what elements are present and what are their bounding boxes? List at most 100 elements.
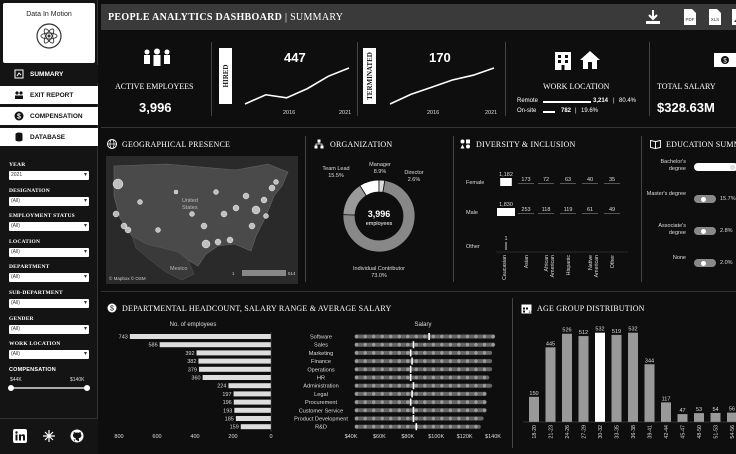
org-slice-individual-contributor[interactable] <box>342 180 416 253</box>
education-bar[interactable] <box>694 259 716 267</box>
age-bar[interactable] <box>578 336 589 422</box>
slider-handle-max[interactable] <box>84 385 90 391</box>
map-location-dot[interactable] <box>260 196 268 204</box>
diversity-cell[interactable] <box>518 183 534 184</box>
map-location-dot[interactable] <box>201 239 211 249</box>
filter-select-location[interactable]: (All) <box>9 247 89 257</box>
age-chart[interactable]: 150 18-20 445 21-23 526 24-26 512 27-29 532 30-32… <box>515 320 736 454</box>
nav-compensation[interactable]: $ COMPENSATION <box>0 107 98 125</box>
age-bar[interactable] <box>529 396 539 422</box>
map-location-dot[interactable] <box>124 226 132 234</box>
map-location-dot[interactable] <box>137 199 143 205</box>
avg-salary-marker[interactable] <box>428 333 430 340</box>
education-bar[interactable] <box>694 227 716 235</box>
dept-headcount-bar[interactable] <box>234 407 271 413</box>
age-bar[interactable] <box>727 412 736 422</box>
slider-handle-min[interactable] <box>8 385 14 391</box>
nav-summary[interactable]: SUMMARY <box>0 65 98 83</box>
filter-select-employment-status[interactable]: (All) <box>9 222 89 232</box>
map-location-dot[interactable] <box>273 179 279 185</box>
age-bar[interactable] <box>710 412 721 422</box>
age-bar[interactable] <box>562 333 572 422</box>
linkedin-icon[interactable] <box>13 429 27 443</box>
map-location-dot[interactable] <box>232 204 240 212</box>
diversity-cell[interactable] <box>582 213 598 214</box>
diversity-cell[interactable] <box>538 213 554 214</box>
dept-headcount-bar[interactable] <box>235 416 271 421</box>
us-map[interactable]: United States Mexico © Mapbox © OSM 1 51… <box>106 156 298 284</box>
diversity-bar[interactable] <box>505 242 507 250</box>
map-location-dot[interactable] <box>251 205 261 215</box>
pdf-icon[interactable]: PDF <box>683 8 697 26</box>
avg-salary-marker[interactable] <box>415 423 418 431</box>
avg-salary-marker[interactable] <box>409 374 412 381</box>
diversity-bar[interactable] <box>500 178 512 186</box>
map-location-dot[interactable] <box>220 210 228 218</box>
map-location-dot[interactable] <box>214 238 222 246</box>
filter-select-work-location[interactable]: (All) <box>9 350 89 360</box>
age-bar[interactable] <box>595 332 605 422</box>
map-location-dot[interactable] <box>120 222 128 230</box>
dept-chart[interactable]: No. of employees Salary 743 Software 586 Sale… <box>101 320 509 454</box>
map-location-dot[interactable] <box>112 178 124 190</box>
map-location-dot[interactable] <box>200 222 208 230</box>
map-location-dot[interactable] <box>226 236 234 244</box>
age-bar[interactable] <box>694 413 704 422</box>
avg-salary-marker[interactable] <box>412 415 415 422</box>
map-location-dot[interactable] <box>213 189 219 195</box>
image-icon[interactable] <box>731 8 736 26</box>
diversity-cell[interactable] <box>582 183 598 184</box>
dept-headcount-bar[interactable] <box>198 366 271 372</box>
avg-salary-marker[interactable] <box>412 382 415 390</box>
tableau-icon[interactable] <box>42 429 56 443</box>
diversity-cell[interactable] <box>560 213 576 214</box>
compensation-slider[interactable] <box>8 385 90 391</box>
map-location-dot[interactable] <box>173 189 179 195</box>
filter-select-sub-department[interactable]: (All) <box>9 299 89 308</box>
dept-headcount-bar[interactable] <box>198 358 271 364</box>
filter-select-department[interactable]: (All) <box>9 273 89 283</box>
map-location-dot[interactable] <box>242 192 250 200</box>
dept-headcount-bar[interactable] <box>159 342 271 348</box>
map-location-dot[interactable] <box>112 210 120 218</box>
map-location-dot[interactable] <box>263 213 269 219</box>
map-location-dot[interactable] <box>155 227 161 233</box>
avg-salary-marker[interactable] <box>411 357 413 365</box>
avg-salary-marker[interactable] <box>412 341 415 349</box>
filter-select-year[interactable]: 2021 <box>9 171 89 180</box>
diversity-cell[interactable] <box>518 213 534 214</box>
xls-icon[interactable]: XLS <box>708 8 722 26</box>
map-location-dot[interactable] <box>248 222 256 230</box>
map-location-dot[interactable] <box>268 184 276 192</box>
diversity-cell[interactable] <box>538 183 554 184</box>
nav-database[interactable]: DATABASE <box>0 128 98 146</box>
age-bar[interactable] <box>628 332 638 422</box>
nav-exit-report[interactable]: EXIT REPORT <box>0 86 98 104</box>
avg-salary-marker[interactable] <box>409 398 412 406</box>
avg-salary-marker[interactable] <box>412 406 415 414</box>
dept-headcount-bar[interactable] <box>240 424 271 430</box>
age-bar[interactable] <box>661 402 671 422</box>
diversity-table[interactable]: Female 1,182 173 72 63 40 35 Male 1,830 253 118 119… <box>456 156 638 288</box>
diversity-cell[interactable] <box>560 183 576 184</box>
map-location-dot[interactable] <box>189 211 195 217</box>
filter-select-designation[interactable]: (All) <box>9 196 89 206</box>
age-bar[interactable] <box>545 347 556 422</box>
age-bar[interactable] <box>611 334 622 422</box>
dept-headcount-bar[interactable] <box>233 399 271 405</box>
age-bar[interactable] <box>644 364 655 422</box>
avg-salary-marker[interactable] <box>411 390 413 398</box>
avg-salary-marker[interactable] <box>409 349 412 357</box>
dept-headcount-bar[interactable] <box>129 334 271 339</box>
logo[interactable]: Data In Motion <box>3 3 95 63</box>
diversity-cell[interactable] <box>604 183 620 184</box>
dept-headcount-bar[interactable] <box>233 391 271 397</box>
filter-select-gender[interactable]: (All) <box>9 324 89 334</box>
age-bar[interactable] <box>677 414 688 422</box>
dept-headcount-bar[interactable] <box>196 350 271 356</box>
diversity-bar[interactable] <box>497 208 515 216</box>
download-icon[interactable] <box>645 9 661 25</box>
dept-headcount-bar[interactable] <box>228 383 271 389</box>
education-bar[interactable] <box>694 163 736 171</box>
